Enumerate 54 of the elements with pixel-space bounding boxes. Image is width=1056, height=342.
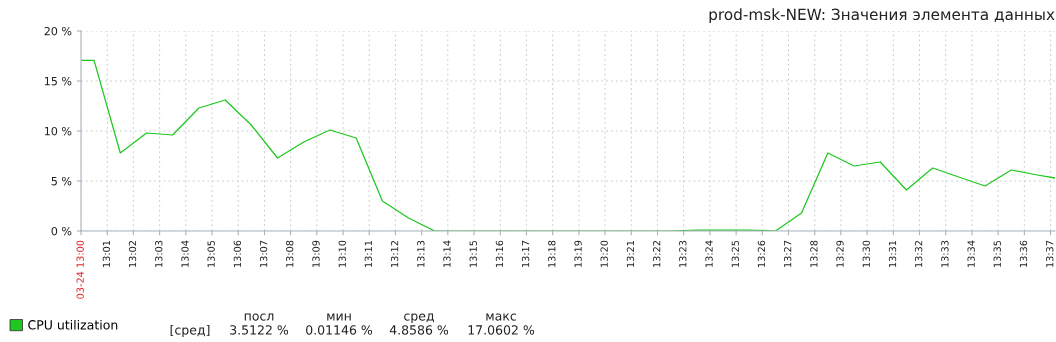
y-tick-label: 20 % [44,26,72,36]
x-tick-label: 13:07 [259,240,268,267]
x-tick-label: 03-24 13:00 [76,240,84,299]
x-tick-label: 13:25 [731,240,739,267]
x-tick-label: 13:28 [810,240,818,267]
x-tick-label: 13:29 [836,240,844,267]
x-tick-label: 13:23 [679,240,687,267]
x-tick-label: 13:32 [914,241,923,267]
x-tick-label: 13:30 [862,240,870,267]
x-tick-label: 13:36 [1019,240,1028,267]
x-tick-label: 13:22 [653,241,661,267]
x-tick-label: 13:17 [521,240,530,267]
x-tick-label: 13:33 [941,240,949,267]
x-tick-label: 13:37 [1046,240,1054,267]
text: 0.01146 % [306,325,373,335]
x-tick-label: 13:08 [286,240,294,267]
x-tick-label: 13:34 [967,240,975,267]
x-tick-label: 13:04 [181,240,189,267]
x-tick-label: 13:18 [548,240,556,267]
x-tick-label: 13:12 [390,241,399,267]
x-tick-label: 13:35 [993,240,1001,267]
x-tick-label: 13:14 [443,240,451,267]
text: 17.0602 % [468,325,535,335]
text: 4.8586 % [389,325,449,335]
legend-label: CPU utilization [28,319,118,330]
y-tick-label: 0 % [51,226,72,236]
x-tick-label: 13:13 [417,240,425,267]
text: сред [404,313,434,324]
text: [сред] [170,324,210,338]
text: макс [486,313,516,321]
x-tick-label: 13:20 [600,240,608,267]
y-tick-label: 15 % [44,76,72,86]
x-tick-label: 13:19 [574,240,582,267]
x-tick-label: 13:31 [888,240,897,267]
x-tick-label: 13:27 [783,240,792,267]
x-tick-label: 13:21 [626,240,635,267]
text: 3.5122 % [230,325,289,335]
chart-title: prod-msk-NEW: Значения элемента данных [709,8,1055,24]
x-tick-label: 13:09 [312,240,320,267]
x-tick-label: 13:10 [338,240,346,267]
y-tick-label: 5 % [51,176,72,186]
x-tick-label: 13:15 [469,240,477,267]
x-tick-label: 13:02 [128,241,137,267]
x-tick-label: 13:26 [757,240,766,267]
x-tick-label: 13:06 [233,240,242,267]
y-tick-label: 10 % [44,126,72,136]
x-tick-label: 13:24 [705,240,713,267]
x-tick-label: 13:05 [207,240,215,267]
x-tick-label: 13:01 [102,240,111,267]
text: посл [244,313,274,321]
text: мин [327,313,351,321]
x-tick-label: 13:16 [495,240,504,267]
x-tick-label: 13:03 [155,240,163,267]
x-tick-label: 13:11 [364,240,373,267]
